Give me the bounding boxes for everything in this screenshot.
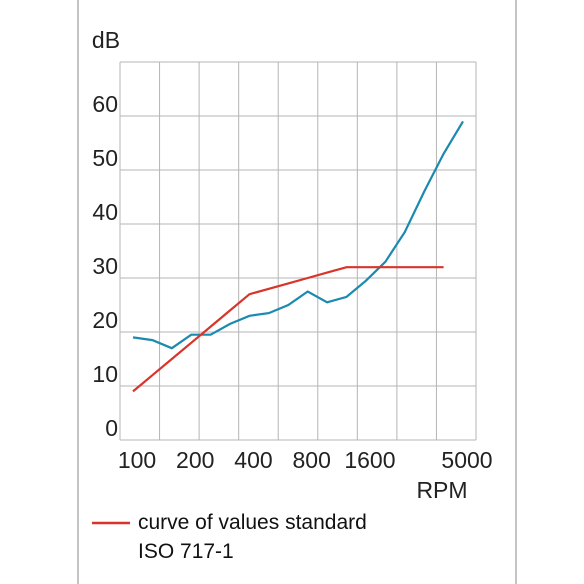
y-tick-label: 30	[92, 253, 118, 279]
x-tick-label: 800	[293, 447, 331, 473]
y-tick-label: 10	[92, 361, 118, 387]
x-tick-label: 400	[234, 447, 272, 473]
y-tick-label: 40	[92, 199, 118, 225]
y-tick-label: 20	[92, 307, 118, 333]
y-tick-label: 0	[105, 415, 118, 441]
x-tick-label: 1600	[344, 447, 395, 473]
y-axis-label: dB	[92, 27, 120, 53]
x-tick-label: 5000	[441, 447, 492, 473]
x-tick-label: 100	[118, 447, 156, 473]
y-tick-label: 60	[92, 91, 118, 117]
series-line	[132, 266, 444, 393]
x-tick-label: 200	[176, 447, 214, 473]
x-axis-label: RPM	[416, 477, 467, 503]
legend-label: curve of values standard ISO 717-1	[138, 511, 367, 563]
series-line	[132, 120, 464, 350]
y-tick-label: 50	[92, 145, 118, 171]
